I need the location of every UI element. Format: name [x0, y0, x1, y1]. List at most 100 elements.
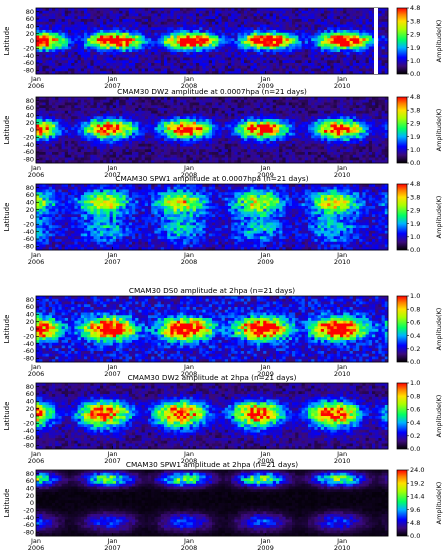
heatmap-cell [384, 63, 389, 67]
heatmap-cell [52, 138, 56, 142]
heatmap-cell [90, 102, 94, 106]
heatmap-cell [224, 121, 229, 125]
heatmap-cell [87, 46, 91, 50]
heatmap-cell [320, 146, 325, 150]
heatmap-cell [224, 71, 229, 75]
heatmap-cell [282, 130, 286, 134]
heatmap-cell [244, 149, 248, 153]
heatmap-cell [42, 52, 46, 56]
heatmap-cell [301, 143, 306, 147]
heatmap-cell [381, 57, 386, 61]
heatmap-cell [288, 43, 293, 47]
heatmap-cell [378, 16, 382, 20]
heatmap-cell [304, 10, 309, 14]
heatmap-cell [276, 24, 280, 28]
heatmap-cell [202, 19, 206, 23]
heatmap-cell [93, 97, 98, 101]
heatmap-cell [109, 41, 114, 45]
heatmap-cell [148, 52, 152, 56]
heatmap-cell [352, 8, 357, 12]
heatmap-cell [141, 146, 146, 150]
heatmap-cell [263, 52, 267, 56]
heatmap-cell [84, 38, 88, 42]
heatmap-cell [234, 121, 238, 125]
heatmap-cell [61, 19, 66, 23]
heatmap-cell [247, 43, 251, 47]
heatmap-cell [93, 105, 98, 109]
heatmap-cell [90, 38, 94, 42]
heatmap-cell [93, 143, 98, 147]
heatmap-cell [189, 97, 194, 101]
heatmap-cell [250, 143, 254, 147]
heatmap-cell [269, 32, 274, 36]
heatmap-cell [180, 57, 184, 61]
heatmap-cell [231, 46, 235, 50]
heatmap-cell [221, 124, 226, 128]
heatmap-cell [234, 43, 238, 47]
heatmap-cell [125, 68, 130, 72]
heatmap-cell [164, 65, 168, 69]
heatmap-cell [320, 135, 325, 139]
heatmap-cell [68, 21, 72, 25]
heatmap-cell [368, 49, 373, 53]
heatmap-cell [202, 143, 206, 147]
heatmap-cell [221, 157, 226, 161]
heatmap-cell [311, 60, 315, 64]
heatmap-cell [276, 135, 280, 139]
heatmap-cell [372, 38, 376, 42]
heatmap-cell [282, 8, 286, 12]
heatmap-cell [263, 110, 267, 114]
heatmap-cell [71, 63, 75, 67]
heatmap-cell [100, 135, 104, 139]
heatmap-cell [263, 27, 267, 31]
heatmap-cell [231, 99, 235, 103]
heatmap-cell [212, 132, 216, 136]
heatmap-cell [109, 119, 114, 123]
heatmap-cell [215, 124, 219, 128]
heatmap-cell [250, 30, 254, 34]
heatmap-cell [151, 21, 155, 25]
heatmap-cell [301, 99, 306, 103]
heatmap-cell [269, 157, 274, 161]
heatmap-cell [365, 65, 370, 69]
heatmap-cell [311, 130, 315, 134]
heatmap-cell [199, 63, 203, 67]
heatmap-cell [288, 154, 293, 158]
heatmap-cell [167, 32, 171, 36]
heatmap-cell [292, 160, 296, 164]
heatmap-cell [272, 141, 277, 145]
heatmap-cell [170, 52, 174, 56]
heatmap-cell [330, 35, 334, 39]
heatmap-cell [224, 141, 229, 145]
heatmap-cell [205, 121, 210, 125]
heatmap-cell [125, 24, 130, 28]
heatmap-cell [58, 24, 62, 28]
heatmap-cell [106, 124, 110, 128]
heatmap-cell [292, 105, 296, 109]
heatmap-cell [151, 16, 155, 20]
heatmap-cell [93, 60, 98, 64]
heatmap-cell [378, 10, 382, 14]
heatmap-cell [144, 43, 149, 47]
heatmap-cell [61, 46, 66, 50]
heatmap-cell [176, 110, 181, 114]
heatmap-cell [240, 127, 245, 131]
heatmap-cell [189, 116, 194, 120]
heatmap-cell [122, 57, 126, 61]
heatmap-cell [343, 24, 347, 28]
heatmap-cell [106, 110, 110, 114]
heatmap-cell [84, 27, 88, 31]
heatmap-cell [167, 97, 171, 101]
heatmap-cell [183, 105, 187, 109]
heatmap-cell [96, 141, 101, 145]
heatmap-cell [231, 41, 235, 45]
heatmap-cell [295, 149, 299, 153]
heatmap-cell [77, 124, 82, 128]
heatmap-cell [260, 41, 264, 45]
heatmap-cell [87, 138, 91, 142]
heatmap-cell [48, 138, 53, 142]
heatmap-cell [100, 71, 104, 75]
heatmap-cell [132, 132, 136, 136]
heatmap-cell [64, 152, 69, 156]
heatmap-cell [333, 121, 338, 125]
